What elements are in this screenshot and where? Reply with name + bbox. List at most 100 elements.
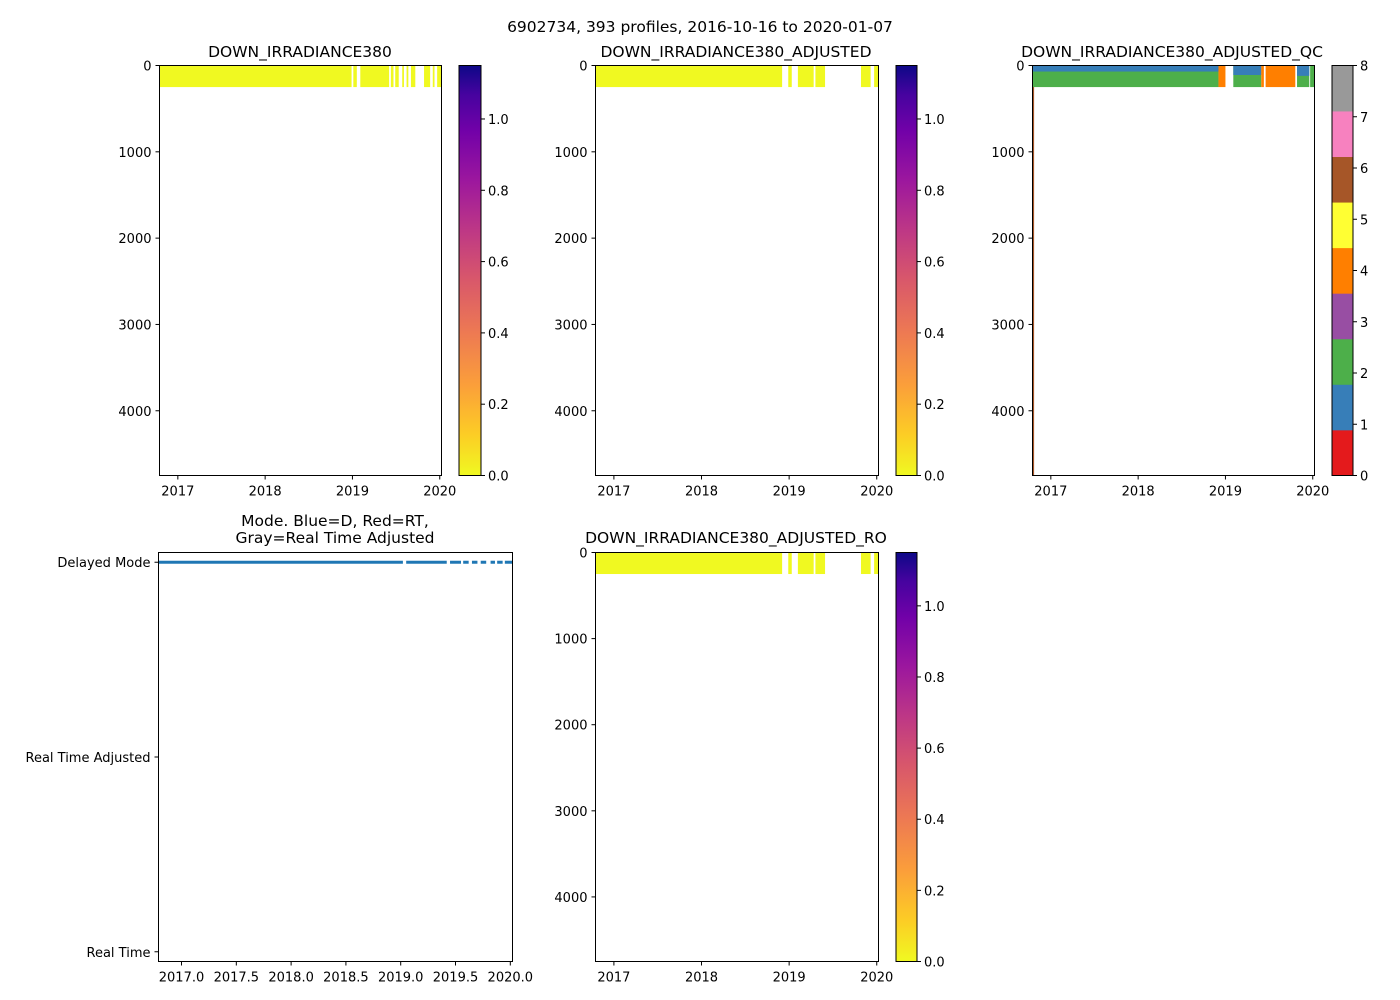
- heatmap-column: [410, 65, 416, 88]
- heatmap-column: [815, 65, 826, 88]
- x-tick-label: 2017: [1034, 485, 1067, 500]
- qc-segment-lower: [1261, 65, 1264, 88]
- colorbar-gradient: [458, 65, 482, 476]
- y-tick-label: 1000: [991, 146, 1024, 161]
- panel-title-line2: Gray=Real Time Adjusted: [235, 529, 434, 547]
- colorbar-tick-label: 0.0: [488, 470, 509, 485]
- x-axis: 2017 2018 2019 2020: [597, 961, 893, 986]
- y-tick-label: 0: [143, 60, 151, 75]
- mode-points: [480, 560, 487, 564]
- colorbar-tick-label: 6: [1360, 162, 1368, 177]
- heatmap-column: [402, 65, 404, 88]
- colorbar-tick-label: 0.8: [488, 184, 509, 199]
- heatmap-column: [815, 552, 826, 575]
- colorbar-tick-label: 0: [1360, 470, 1368, 485]
- colorbar: 0.0 0.2 0.4 0.6 0.8 1.0: [458, 65, 509, 485]
- colorbar-tick-label: 0.4: [924, 327, 945, 342]
- colorbar: 0.0 0.2 0.4 0.6 0.8 1.0: [895, 552, 945, 971]
- colorbar-bin: [1332, 247, 1353, 294]
- x-tick-label: 2020: [860, 485, 893, 500]
- y-axis: 0 1000 2000 3000 4000: [554, 547, 596, 906]
- colorbar-bin: [1332, 429, 1353, 476]
- colorbar-tick-label: 0.8: [924, 671, 945, 686]
- heatmap-data: [159, 65, 442, 88]
- heatmap-data: [595, 65, 879, 88]
- x-tick-label: 2020: [860, 971, 893, 986]
- colorbar-tick-label: 1: [1360, 418, 1368, 433]
- plot-frame: [159, 65, 442, 476]
- heatmap-column: [432, 65, 435, 88]
- qc-segment-lower: [1265, 65, 1296, 88]
- y-tick-label: 2000: [554, 232, 587, 247]
- x-axis: 2017.0 2017.5 2018.0 2018.5 2019.0 2019.5 2020…: [159, 961, 533, 986]
- colorbar-bin: [1332, 293, 1353, 340]
- mode-points: [406, 560, 447, 564]
- colorbar-gradient: [895, 65, 918, 476]
- heatmap-column: [874, 552, 879, 575]
- heatmap-column: [159, 65, 352, 88]
- mode-points: [497, 560, 503, 564]
- colorbar-tick-label: 7: [1360, 111, 1368, 126]
- scatter-data: [158, 560, 513, 564]
- colorbar-tick-label: 0.0: [924, 470, 945, 485]
- y-tick-label: 0: [1016, 60, 1024, 75]
- mode-points: [490, 560, 495, 564]
- y-tick-label: Real Time: [87, 946, 151, 961]
- heatmap-column: [797, 552, 814, 575]
- x-axis: 2017 2018 2019 2020: [161, 475, 456, 500]
- mode-points: [504, 560, 513, 564]
- x-tick-label: 2017.0: [159, 971, 205, 986]
- y-tick-label: Delayed Mode: [57, 556, 150, 571]
- colorbar-tick-label: 0.2: [924, 884, 945, 899]
- y-tick-label: Real Time Adjusted: [26, 751, 151, 766]
- x-tick-label: 2019.0: [378, 971, 424, 986]
- mode-points: [463, 560, 469, 564]
- x-tick-label: 2017: [161, 485, 194, 500]
- mode-points: [450, 560, 461, 564]
- heatmap-column: [437, 65, 442, 88]
- heatmap-data: [595, 552, 879, 575]
- x-axis: 2017 2018 2019 2020: [597, 475, 893, 500]
- colorbar-bin: [1332, 111, 1353, 158]
- mode-points: [471, 560, 478, 564]
- colorbar-tick-label: 0.2: [488, 398, 509, 413]
- colorbar-bin: [1332, 384, 1353, 431]
- heatmap-column: [395, 65, 399, 88]
- plot-frame: [595, 65, 879, 476]
- y-tick-label: 3000: [554, 318, 587, 333]
- colorbar-tick-label: 1.0: [488, 113, 509, 128]
- y-tick-label: 1000: [118, 146, 151, 161]
- colorbar-bin: [1332, 156, 1353, 203]
- y-tick-label: 4000: [554, 405, 587, 420]
- colorbar-tick-label: 0.4: [924, 813, 945, 828]
- colorbar-tick-label: 5: [1360, 213, 1368, 228]
- qc-segment-lower: [1310, 65, 1315, 88]
- y-tick-label: 3000: [118, 318, 151, 333]
- heatmap-column: [353, 65, 357, 88]
- x-tick-label: 2018: [685, 971, 718, 986]
- y-tick-label: 2000: [118, 232, 151, 247]
- qc-segment-lower: [1218, 65, 1226, 88]
- heatmap-data: [1032, 65, 1315, 476]
- qc-segment-upper: [1032, 65, 1219, 72]
- colorbar-bin: [1332, 65, 1353, 112]
- x-tick-label: 2019: [336, 485, 369, 500]
- colorbar-tick-label: 0.8: [924, 184, 945, 199]
- x-tick-label: 2018: [685, 485, 718, 500]
- heatmap-column: [360, 65, 390, 88]
- panel-down-irradiance380: DOWN_IRRADIANCE380 2017 2018 2019 2020 0 100…: [118, 43, 508, 500]
- heatmap-column: [788, 552, 792, 575]
- colorbar-tick-label: 0.4: [488, 327, 509, 342]
- colorbar-tick-label: 0.6: [488, 256, 509, 271]
- panel-down-irradiance380-adjusted-qc: DOWN_IRRADIANCE380_ADJUSTED_QC 2017 2018 2…: [991, 43, 1368, 500]
- colorbar: 0.0 0.2 0.4 0.6 0.8 1.0: [895, 65, 945, 485]
- qc-segment-upper: [1233, 65, 1262, 75]
- qc-segment-upper: [1297, 65, 1310, 76]
- y-tick-label: 4000: [118, 405, 151, 420]
- colorbar: 0 1 2 3 4 5 6 7 8: [1331, 60, 1368, 485]
- heatmap-column: [860, 552, 871, 575]
- panel-title-line1: Mode. Blue=D, Red=RT,: [241, 512, 429, 530]
- panel-title: DOWN_IRRADIANCE380_ADJUSTED_QC: [1021, 43, 1323, 62]
- y-tick-label: 1000: [554, 633, 587, 648]
